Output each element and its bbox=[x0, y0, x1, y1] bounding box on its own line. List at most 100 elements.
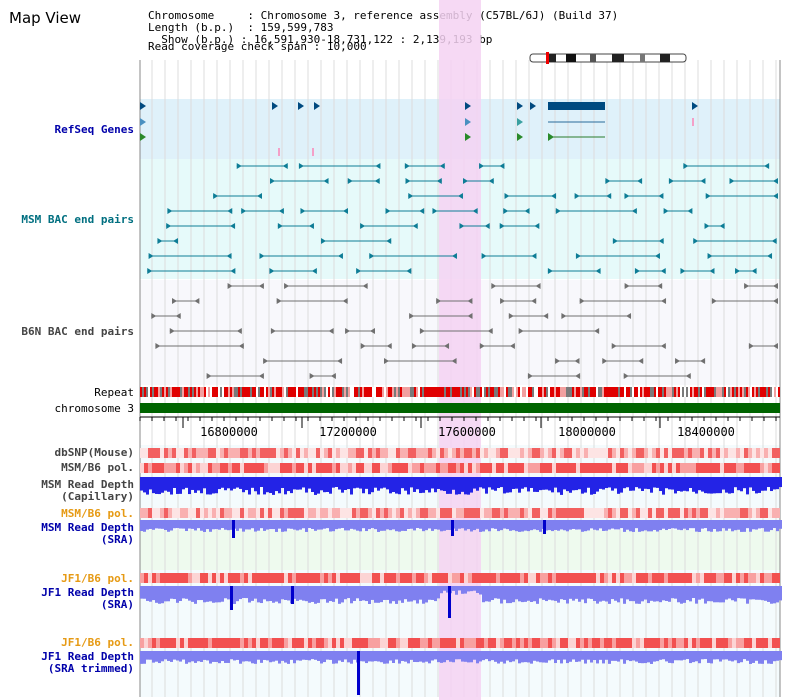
track-label-msm-bac[interactable]: MSM BAC end pairs bbox=[21, 213, 134, 226]
msm-b6-pol-strip bbox=[452, 463, 456, 473]
repeat-segment bbox=[374, 387, 376, 397]
jf1-sra-depth-bar bbox=[386, 586, 389, 600]
msm-b6-pol-strip bbox=[760, 463, 764, 473]
repeat-segment bbox=[314, 387, 316, 397]
jf1-sra-depth-bar bbox=[410, 586, 413, 602]
jf1-trim-depth-bar bbox=[632, 651, 635, 661]
repeat-segment bbox=[692, 387, 694, 397]
jf1-b6-pol-2-strip bbox=[684, 638, 688, 648]
msm-sra-depth-bar bbox=[512, 520, 515, 531]
track-label-refseq-genes[interactable]: RefSeq Genes bbox=[54, 123, 134, 136]
repeat-segment bbox=[468, 387, 470, 397]
b6n-bac-pair-end bbox=[270, 328, 276, 334]
jf1-trim-depth-bar bbox=[314, 651, 317, 660]
repeat-segment bbox=[618, 387, 620, 397]
repeat-segment bbox=[710, 387, 712, 397]
msm-bac-pair-end bbox=[269, 178, 275, 184]
track-label-msm-b6-pol[interactable]: MSM/B6 pol. bbox=[61, 461, 134, 474]
track-label-jf1-depth-trim-1[interactable]: JF1 Read Depth bbox=[41, 650, 134, 663]
dbsnp-strip bbox=[540, 448, 544, 458]
msm-bac-pair-end bbox=[605, 178, 611, 184]
track-label-repeat[interactable]: Repeat bbox=[94, 386, 134, 399]
track-label-msm-depth-capillary-2[interactable]: (Capillary) bbox=[61, 490, 134, 503]
repeat-segment bbox=[674, 387, 676, 397]
jf1-b6-pol-2-strip bbox=[340, 638, 344, 648]
msm-bac-pair-end bbox=[386, 238, 392, 244]
jf1-trim-depth-bar bbox=[146, 651, 149, 660]
jf1-trim-depth-bar bbox=[440, 651, 443, 663]
repeat-segment bbox=[248, 387, 250, 397]
dbsnp-strip bbox=[344, 448, 348, 458]
msm-b6-pol-strip bbox=[648, 463, 652, 473]
b6n-bac-pair-end bbox=[531, 298, 537, 304]
track-label-jf1-depth-sra-2[interactable]: (SRA) bbox=[100, 598, 134, 611]
msm-sra-depth-bar bbox=[779, 520, 782, 529]
msm-capillary-depth-bar bbox=[191, 477, 194, 490]
jf1-b6-pol-strip bbox=[524, 573, 528, 583]
track-label-dbsnp[interactable]: dbSNP(Mouse) bbox=[54, 446, 134, 459]
msm-sra-depth-bar bbox=[593, 520, 596, 530]
track-label-jf1-depth-trim-2[interactable]: (SRA trimmed) bbox=[47, 662, 134, 675]
msm-sra-depth-bar bbox=[680, 520, 683, 531]
jf1-trim-depth-bar bbox=[281, 651, 284, 661]
b6n-bac-pair-end bbox=[337, 358, 343, 364]
repeat-segment bbox=[764, 387, 766, 397]
jf1-sra-depth-bar bbox=[302, 586, 305, 601]
repeat-segment bbox=[672, 387, 674, 397]
jf1-b6-pol-strip bbox=[364, 573, 368, 583]
repeat-segment bbox=[182, 387, 184, 397]
jf1-sra-depth-bar bbox=[725, 586, 728, 600]
axis-tick-label: 18400000 bbox=[677, 425, 735, 439]
jf1-b6-pol-2-strip bbox=[452, 638, 456, 648]
jf1-sra-depth-bar bbox=[194, 586, 197, 604]
track-label-msm-b6-pol-2[interactable]: MSM/B6 pol. bbox=[61, 507, 134, 520]
track-label-jf1-b6-pol[interactable]: JF1/B6 pol. bbox=[61, 572, 134, 585]
jf1-trim-depth-bar bbox=[257, 651, 260, 660]
msm-b6-pol-2-strip bbox=[572, 508, 576, 518]
msm-sra-depth-bar bbox=[218, 520, 221, 530]
msm-b6-pol-strip bbox=[692, 463, 696, 473]
jf1-trim-depth-bar bbox=[188, 651, 191, 663]
jf1-trim-depth-bar bbox=[260, 651, 263, 663]
track-label-jf1-b6-pol-2[interactable]: JF1/B6 pol. bbox=[61, 636, 134, 649]
track-label-chromosome[interactable]: chromosome 3 bbox=[54, 402, 134, 415]
jf1-trim-depth-bar bbox=[452, 651, 455, 663]
track-label-msm-depth-sra-1[interactable]: MSM Read Depth bbox=[41, 521, 134, 534]
dbsnp-strip bbox=[460, 448, 464, 458]
msm-sra-depth-bar bbox=[644, 520, 647, 531]
jf1-b6-pol-strip bbox=[232, 573, 236, 583]
msm-capillary-depth-bar bbox=[290, 477, 293, 494]
msm-b6-pol-strip bbox=[508, 463, 512, 473]
msm-b6-pol-strip bbox=[408, 463, 412, 473]
jf1-b6-pol-strip bbox=[688, 573, 692, 583]
dbsnp-strip bbox=[576, 448, 580, 458]
track-label-msm-depth-capillary-1[interactable]: MSM Read Depth bbox=[41, 478, 134, 491]
msm-capillary-depth-bar bbox=[305, 477, 308, 493]
repeat-segment bbox=[586, 387, 588, 397]
repeat-segment bbox=[658, 387, 660, 397]
jf1-b6-pol-strip bbox=[268, 573, 272, 583]
jf1-b6-pol-strip bbox=[616, 573, 620, 583]
msm-b6-pol-2-strip bbox=[468, 508, 472, 518]
msm-b6-pol-2-strip bbox=[656, 508, 660, 518]
track-label-jf1-depth-sra-1[interactable]: JF1 Read Depth bbox=[41, 586, 134, 599]
track-label-b6n-bac[interactable]: B6N BAC end pairs bbox=[21, 325, 134, 338]
msm-capillary-depth-bar bbox=[353, 477, 356, 489]
msm-b6-pol-2-strip bbox=[216, 508, 220, 518]
msm-b6-pol-strip bbox=[468, 463, 472, 473]
msm-capillary-depth-bar bbox=[326, 477, 329, 492]
jf1-trim-depth-bar bbox=[701, 651, 704, 660]
jf1-b6-pol-2-strip bbox=[336, 638, 340, 648]
jf1-sra-depth-bar bbox=[407, 586, 410, 602]
msm-sra-depth-bar bbox=[737, 520, 740, 530]
track-label-msm-depth-sra-2[interactable]: (SRA) bbox=[100, 533, 134, 546]
jf1-trim-depth-bar bbox=[419, 651, 422, 662]
repeat-segment bbox=[216, 387, 218, 397]
jf1-trim-depth-bar bbox=[344, 651, 347, 660]
dbsnp-strip bbox=[224, 448, 228, 458]
jf1-trim-depth-bar bbox=[581, 651, 584, 660]
repeat-segment bbox=[292, 387, 294, 397]
b6n-bac-pair-end bbox=[436, 298, 442, 304]
jf1-trim-depth-bar bbox=[197, 651, 200, 662]
